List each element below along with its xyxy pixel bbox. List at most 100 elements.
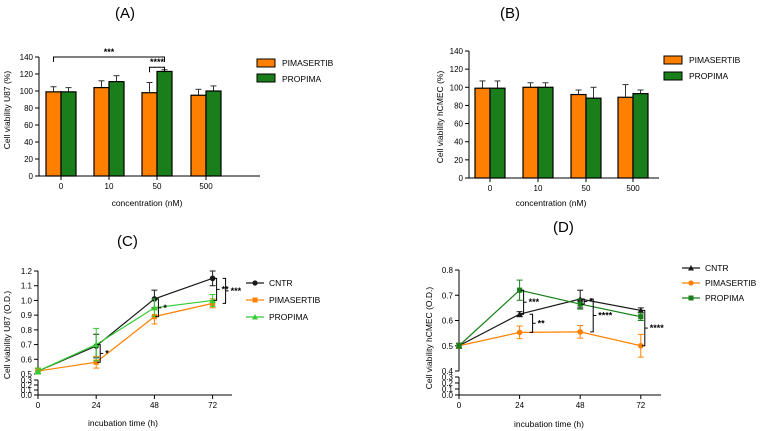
panel-c-y-tick-label: 0.0 — [21, 391, 33, 400]
panel-b-y-tick-label: 140 — [450, 47, 464, 56]
legend-swatch-propima — [256, 73, 276, 83]
panel-a-bar-propima-0 — [60, 91, 77, 177]
legend-marker-cntr — [252, 280, 258, 286]
legend-label-propima: PROPIMA — [282, 74, 322, 84]
panel-a-x-tick-label: 0 — [59, 182, 64, 191]
panel-d-y-tick-label: 0.0 — [442, 391, 454, 400]
panel-b-x-tick-label: 0 — [488, 184, 493, 193]
panel-d-y-tick-label: 0.6 — [442, 317, 454, 326]
panel-a-bar-pimasertib-50 — [141, 92, 158, 177]
panel-d-point-cntr — [516, 310, 523, 317]
panel-b-bar-propima-10 — [537, 86, 554, 179]
panel-d-y-tick-label: 0.7 — [442, 291, 454, 300]
panel-d-ylabel: Cell viability hCMEC (O.D.) — [424, 287, 434, 390]
panel-d-x-tick-label: 0 — [457, 401, 462, 410]
panel-a-significance-bracket — [149, 66, 165, 73]
panel-a-bar-propima-10 — [108, 81, 125, 177]
panel-b-y-tick-label: 20 — [454, 156, 463, 165]
panel-c-point-cntr — [209, 275, 216, 282]
panel-c-y-tick-label: 0.2 — [21, 381, 33, 390]
panel-a-bar-propima-50 — [156, 70, 173, 177]
panel-d-point-propima — [517, 287, 523, 293]
panel-d-significance-label: **** — [650, 323, 665, 333]
panel-c-y-tick-label: 0.9 — [21, 311, 33, 320]
panel-b-y-tick-label: 120 — [450, 65, 464, 74]
panel-label-c: (C) — [117, 233, 138, 250]
panel-b-x-tick-label: 50 — [582, 184, 591, 193]
panel-c-point-propima — [209, 297, 216, 304]
panel-b-y-tick-label: 80 — [454, 101, 463, 110]
panel-d-point-pimasertib — [638, 342, 644, 349]
panel-d-significance-label: * — [589, 297, 593, 307]
legend-label-pimasertib: PIMASERTIB — [689, 55, 741, 65]
panel-a-y-tick-label: 40 — [24, 138, 33, 147]
legend-swatch-propima — [663, 71, 683, 81]
legend-label-propima: PROPIMA — [269, 312, 309, 322]
panel-b-y-tick-label: 40 — [454, 138, 463, 147]
legend-label-propima: PROPIMA — [689, 71, 729, 81]
panel-a-y-tick-label: 60 — [24, 121, 33, 130]
panel-c-point-propima — [34, 367, 42, 374]
panel-c-x-tick-label: 48 — [150, 401, 159, 410]
panel-c-point-propima — [93, 341, 100, 348]
panel-d-point-cntr — [637, 307, 644, 313]
legend-marker-pimasertib — [688, 280, 694, 286]
panel-c-line-propima — [37, 299, 213, 372]
panel-b-y-tick-label: 100 — [450, 83, 464, 92]
panel-d-y-tick-label: 0.5 — [442, 342, 454, 351]
panel-c-x-tick-label: 72 — [208, 401, 217, 410]
panel-c-y-tick-label: 1.1 — [21, 282, 33, 291]
panel-d-x-tick-label: 72 — [636, 401, 645, 410]
legend-label-propima: PROPIMA — [705, 293, 745, 303]
panel-a-y-tick-label: 20 — [24, 155, 33, 164]
panel-c-y-tick-label: 0.6 — [21, 355, 33, 364]
panel-b-xlabel: concentration (nM) — [516, 198, 587, 208]
panel-d-y-tick-label: 0.2 — [442, 379, 454, 388]
panel-d-x-tick-label: 48 — [576, 401, 585, 410]
panel-b-bar-propima-0 — [489, 87, 506, 179]
panel-c-y-tick-label: 1.2 — [21, 267, 33, 276]
panel-c-xlabel: incubation time (h) — [88, 418, 158, 428]
panel-a-y-tick-label: 80 — [24, 104, 33, 113]
legend-marker-propima — [688, 295, 694, 301]
panel-c-y-tick-label: 0.8 — [21, 326, 33, 335]
panel-d-significance-bracket — [520, 289, 525, 315]
panel-d-point-pimasertib — [516, 329, 523, 336]
panel-b-bar-pimasertib-0 — [474, 87, 491, 179]
panel-a-x-tick-label: 10 — [105, 182, 114, 191]
legend-swatch-pimasertib — [663, 55, 683, 65]
panel-a-significance-label: *** — [104, 47, 115, 57]
panel-d-y-tick-label: 0.1 — [442, 385, 454, 394]
legend-label-pimasertib: PIMASERTIB — [282, 58, 334, 68]
panel-b-ylabel: Cell viability hCMEC (%) — [435, 71, 445, 164]
panel-label-d: (D) — [553, 219, 574, 236]
panel-d-significance-label: *** — [529, 297, 540, 307]
panel-b-legend: PIMASERTIB PROPIMA — [663, 55, 741, 81]
panel-a-x-tick-label: 500 — [199, 182, 213, 191]
panel-c-x-tick-label: 24 — [92, 401, 101, 410]
panel-c-significance-label: * — [105, 348, 109, 358]
panel-a-significance-label: **** — [150, 57, 165, 67]
panel-a-x-tick-label: 50 — [153, 182, 162, 191]
panel-c-y-tick-label: 0.5 — [21, 370, 33, 379]
panel-c-y-tick-label: 0.7 — [21, 341, 33, 350]
panel-c-x-tick-label: 0 — [36, 401, 41, 410]
panel-d-significance-label: ** — [538, 318, 546, 328]
legend-marker-cntr — [688, 265, 694, 271]
panel-label-b: (B) — [500, 5, 520, 22]
panel-b-bar-propima-50 — [585, 97, 602, 179]
panel-a-xlabel: concentration (nM) — [112, 198, 183, 208]
panel-c-legend: CNTR PIMASERTIB PROPIMA — [246, 278, 321, 322]
panel-c-y-tick-label: 1.0 — [21, 296, 33, 305]
panel-d-point-propima — [456, 343, 462, 349]
panel-a-y-tick-label: 140 — [20, 53, 34, 62]
panel-c-y-tick-label: 0.3 — [21, 376, 33, 385]
panel-b-bar-pimasertib-10 — [522, 86, 539, 179]
panel-a-significance-bracket — [53, 56, 165, 62]
panel-d-line-cntr — [458, 298, 641, 347]
panel-c-point-pimasertib — [93, 359, 99, 365]
panel-d-point-pimasertib — [577, 329, 583, 335]
panel-a-bar-propima-500 — [205, 90, 222, 177]
panel-a-legend: PIMASERTIB PROPIMA — [256, 58, 334, 84]
panel-d-line-pimasertib — [458, 331, 641, 347]
